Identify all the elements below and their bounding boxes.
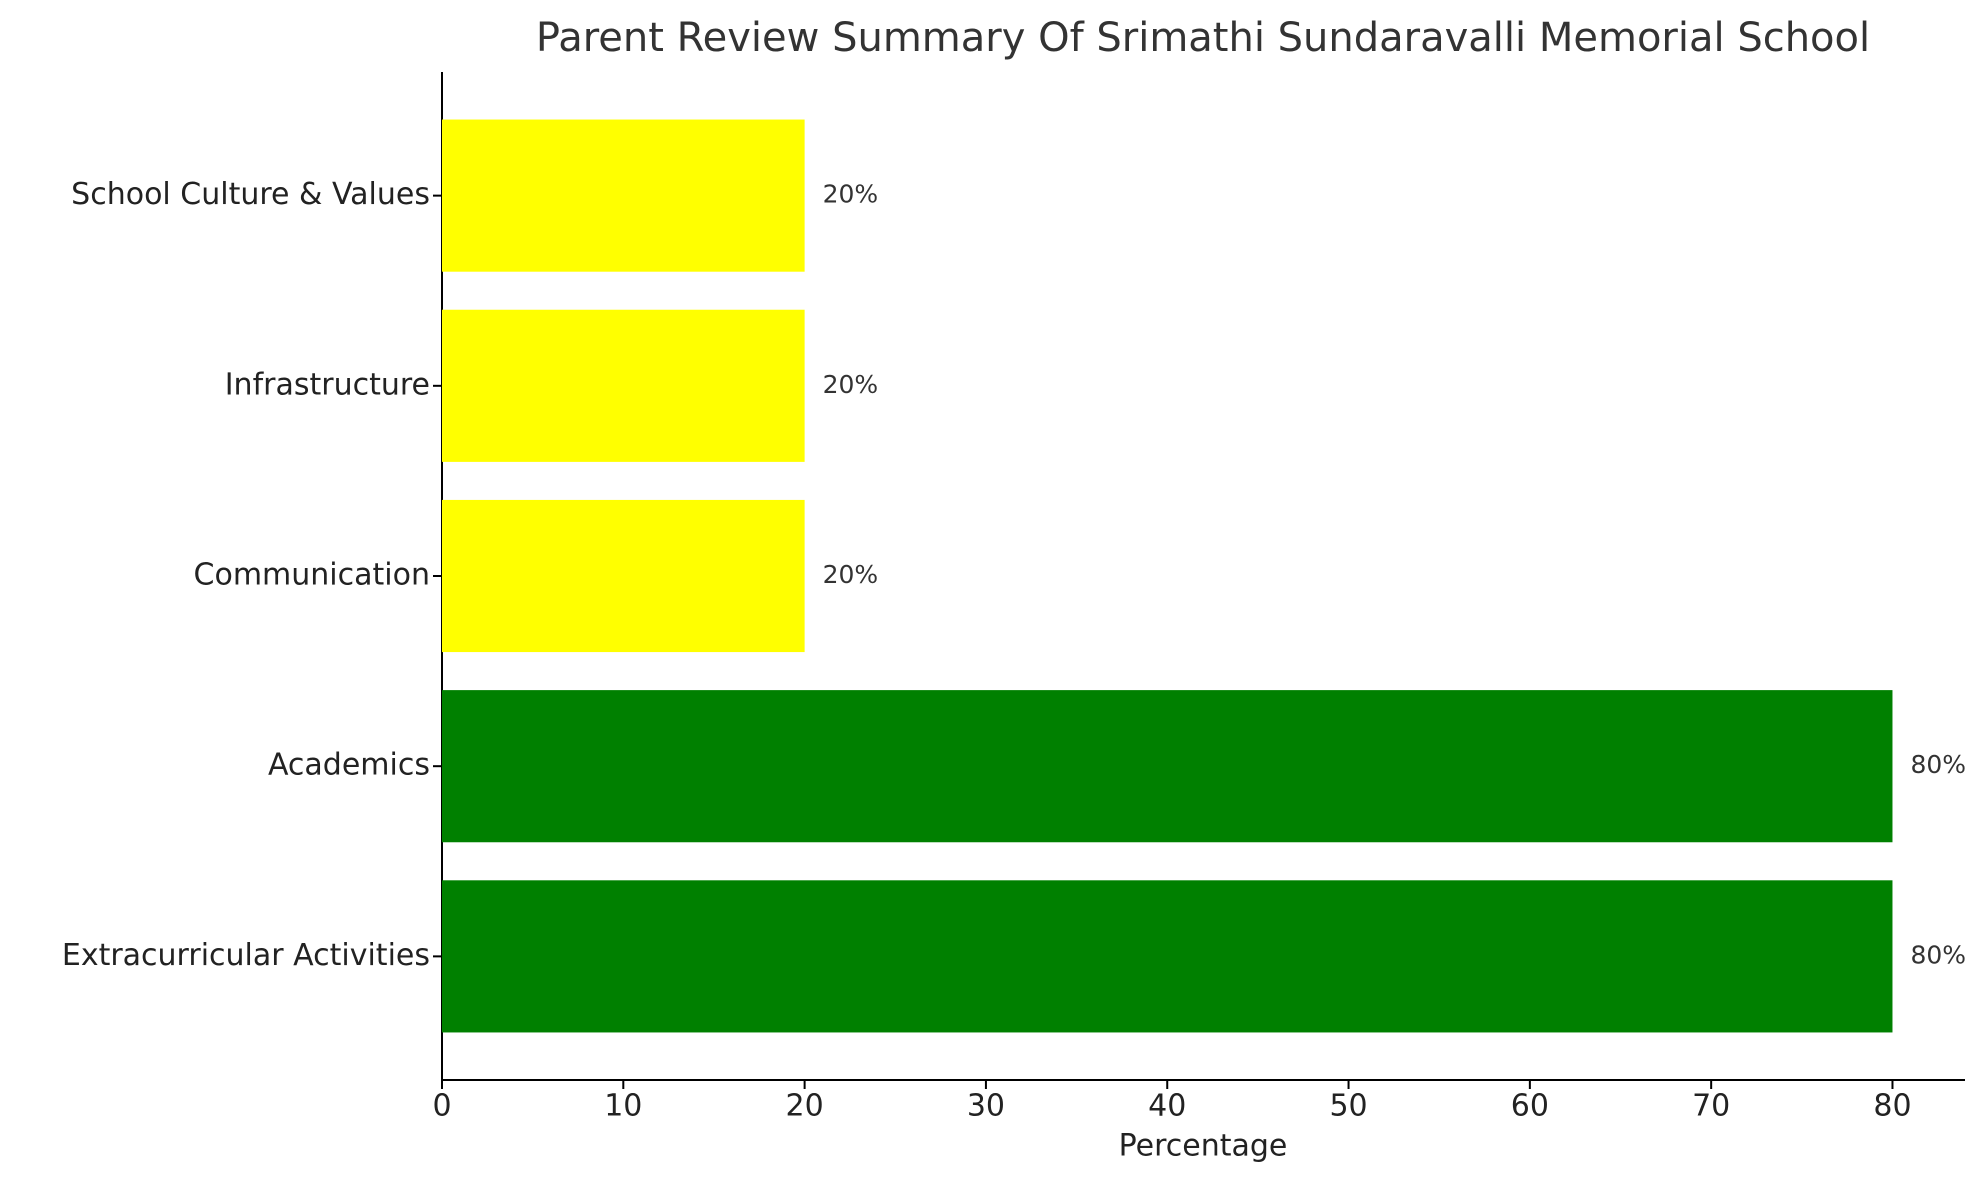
bar xyxy=(442,309,805,462)
x-tick-label: 40 xyxy=(1148,1089,1186,1124)
bar xyxy=(442,499,805,653)
x-tick-label: 70 xyxy=(1692,1089,1730,1124)
value-label: 80% xyxy=(1910,750,1966,779)
x-tick-label: 80 xyxy=(1873,1089,1911,1124)
chart-title: Parent Review Summary Of Srimathi Sundar… xyxy=(536,15,1870,61)
bar xyxy=(442,119,805,272)
value-label: 20% xyxy=(823,370,879,399)
y-tick-label: Communication xyxy=(194,558,430,593)
bar xyxy=(442,880,1893,1033)
value-label: 20% xyxy=(823,180,879,209)
value-label: 20% xyxy=(823,560,879,589)
y-tick-label: Academics xyxy=(268,748,430,783)
bar xyxy=(442,690,1893,843)
x-tick-label: 20 xyxy=(786,1089,824,1124)
x-tick-label: 10 xyxy=(604,1089,642,1124)
value-label: 80% xyxy=(1910,940,1966,969)
y-tick-label: School Culture & Values xyxy=(71,177,430,212)
y-tick-label: Infrastructure xyxy=(225,367,430,402)
x-tick-label: 50 xyxy=(1329,1089,1367,1124)
x-tick-label: 60 xyxy=(1511,1089,1549,1124)
x-tick-label: 0 xyxy=(432,1089,451,1124)
x-axis-label: Percentage xyxy=(1119,1129,1288,1164)
x-tick-label: 30 xyxy=(967,1089,1005,1124)
y-tick-label: Extracurricular Activities xyxy=(62,938,430,973)
